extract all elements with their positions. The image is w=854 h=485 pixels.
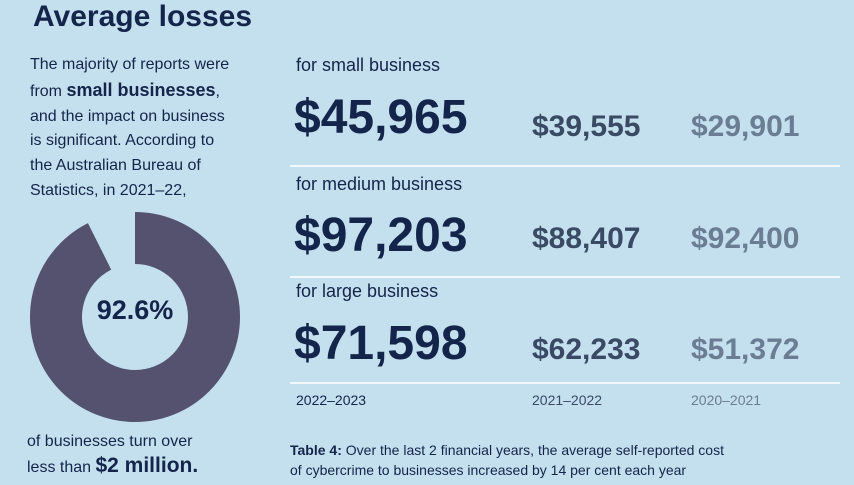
year-label-2021-2022: 2021–2022 <box>532 392 603 408</box>
divider <box>290 382 840 384</box>
value-small-2020-2021: $29,901 <box>691 110 800 143</box>
year-label-2020-2021: 2020–2021 <box>691 392 762 408</box>
value-large-2020-2021: $51,372 <box>691 333 800 366</box>
year-label-2022-2023: 2022–2023 <box>296 392 367 408</box>
value-medium-2022-2023: $97,203 <box>294 209 468 262</box>
divider <box>290 165 840 167</box>
value-large-2022-2023: $71,598 <box>294 317 468 370</box>
value-medium-2020-2021: $92,400 <box>691 222 800 255</box>
page-title: Average losses <box>33 0 253 33</box>
table-caption: Table 4: Over the last 2 financial years… <box>290 442 724 478</box>
segment-label-medium: for medium business <box>296 174 463 194</box>
segment-label-small: for small business <box>296 55 441 75</box>
value-small-2021-2022: $39,555 <box>532 110 641 143</box>
value-small-2022-2023: $45,965 <box>294 91 468 144</box>
donut-percentage: 92.6% <box>96 295 174 325</box>
donut-footnote: of businesses turn over less than $2 mil… <box>27 433 199 477</box>
value-large-2021-2022: $62,233 <box>532 333 641 366</box>
divider <box>290 276 840 278</box>
donut-chart <box>30 212 240 422</box>
segment-label-large: for large business <box>296 281 439 301</box>
donut-gap <box>87 212 135 271</box>
value-medium-2021-2022: $88,407 <box>532 222 641 255</box>
intro-paragraph: The majority of reports were from small … <box>30 56 230 199</box>
